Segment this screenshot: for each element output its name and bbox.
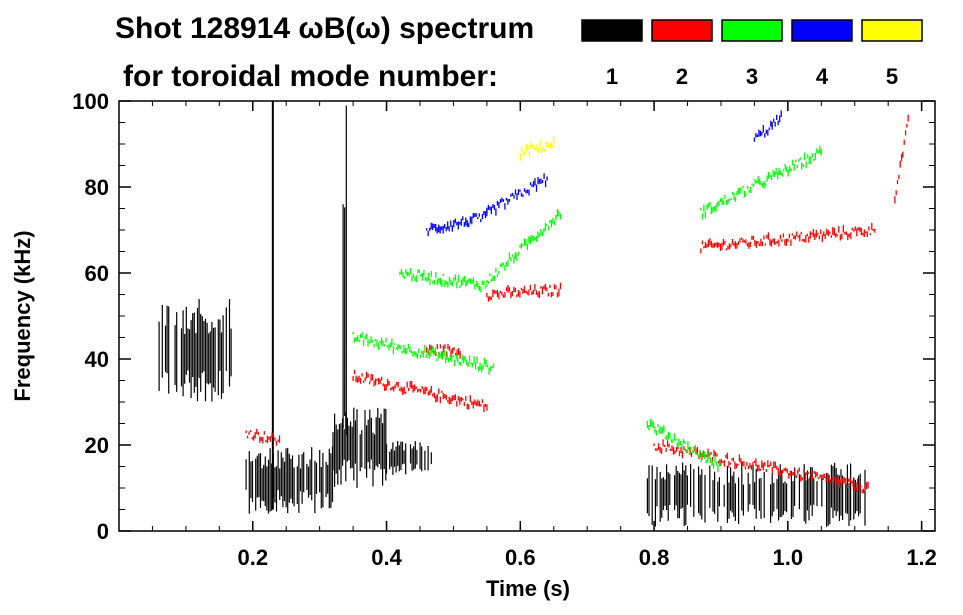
legend-label-1: 1 <box>606 64 618 89</box>
series-n=2-mode-1 <box>352 369 488 413</box>
legend-swatch-2 <box>651 19 713 42</box>
series-n=3-mode-4 <box>700 146 822 220</box>
legend-label-3: 3 <box>746 64 758 89</box>
y-tick-label: 60 <box>85 261 109 286</box>
series-n=2-mode-3 <box>486 282 562 302</box>
series-n=1-mode-1 <box>245 446 334 514</box>
series-n=2-mode-5 <box>700 222 876 254</box>
legend-swatch-3 <box>721 19 783 42</box>
x-tick-label: 1.2 <box>906 545 937 570</box>
series-n=3-mode-2 <box>486 209 562 284</box>
series-n=5-mode-0 <box>519 136 555 161</box>
series-n=1-mode-2 <box>332 407 387 488</box>
y-tick-label: 20 <box>85 433 109 458</box>
series-n=4-mode-0 <box>426 209 488 237</box>
y-tick-label: 80 <box>85 175 109 200</box>
x-tick-label: 0.4 <box>371 545 402 570</box>
series-n=2-mode-6 <box>894 114 909 204</box>
x-tick-label: 0.6 <box>505 545 536 570</box>
series-n=5 <box>519 136 555 161</box>
legend-label-5: 5 <box>886 64 898 89</box>
legend-label-4: 4 <box>816 64 829 89</box>
chart-title-line2: for toroidal mode number: <box>123 60 498 93</box>
y-tick-label: 100 <box>72 89 109 114</box>
series-n=4-mode-1 <box>486 173 548 216</box>
y-axis-label: Frequency (kHz) <box>10 230 35 401</box>
legend: 1 2 3 4 5 <box>581 19 923 89</box>
series-n=3-mode-3 <box>646 418 722 473</box>
series-n=1-mode-4 <box>646 462 866 527</box>
series-n=3-mode-1 <box>399 268 488 293</box>
plot-frame <box>118 100 936 532</box>
legend-label-2: 2 <box>676 64 688 89</box>
legend-swatch-5 <box>861 19 923 42</box>
series-n=3-mode-0 <box>352 331 495 375</box>
x-tick-label: 1.0 <box>773 545 804 570</box>
axes: 0.2 0.4 0.6 0.8 1.0 1.2 0 20 40 60 80 100 <box>72 89 937 570</box>
series-n=1-mode-0 <box>158 299 232 402</box>
x-tick-label: 0.8 <box>639 545 670 570</box>
legend-swatch-4 <box>791 19 853 42</box>
y-tick-label: 0 <box>97 519 109 544</box>
series-n=4 <box>426 110 782 237</box>
plot-area <box>158 101 909 527</box>
series-n=2-mode-0 <box>245 429 281 446</box>
series-n=1-mode-3 <box>385 440 432 475</box>
series-n=3 <box>352 146 822 473</box>
y-tick-label: 40 <box>85 347 109 372</box>
legend-swatch-1 <box>581 19 643 42</box>
series-n=4-mode-2 <box>753 110 782 142</box>
x-tick-label: 0.2 <box>237 545 268 570</box>
chart-title-line1: Shot 128914 ωB(ω) spectrum <box>115 12 534 45</box>
series-n=1-mode-6 <box>342 105 347 436</box>
series-n=1 <box>158 101 866 527</box>
x-axis-label: Time (s) <box>486 576 570 601</box>
